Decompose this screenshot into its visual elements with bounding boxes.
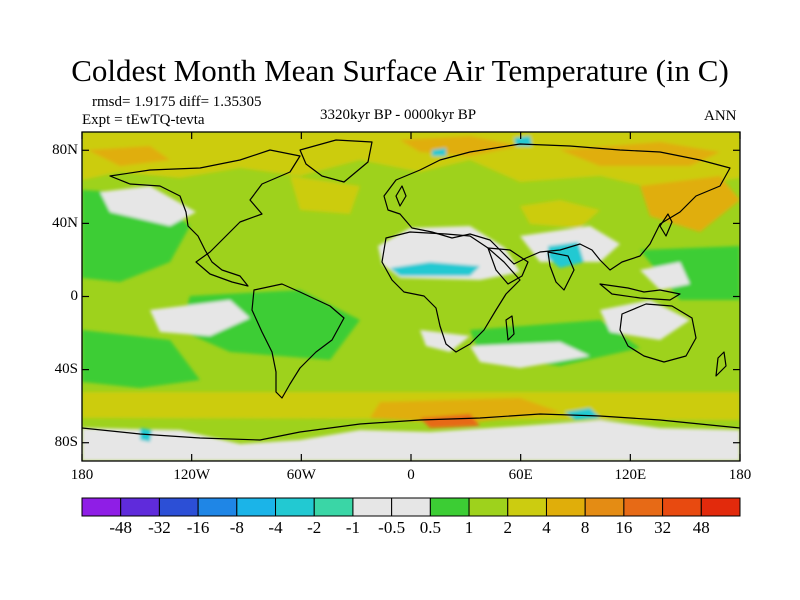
contour-region — [88, 146, 170, 166]
colorbar-label: 48 — [692, 518, 710, 537]
colorbar-swatch — [120, 497, 160, 517]
coastline-uk — [395, 185, 407, 207]
lat-tick-label: 40S — [54, 361, 78, 378]
lon-tick-label: 120E — [614, 467, 647, 483]
contour-region — [432, 148, 446, 156]
colorbar-label: -0.5 — [378, 518, 406, 537]
contour-region — [82, 330, 200, 388]
contour-region — [290, 176, 360, 214]
colorbar-swatch — [700, 497, 741, 517]
contour-region — [390, 262, 480, 276]
colorbar-label: -16 — [186, 518, 210, 537]
colorbar-label: 2 — [503, 518, 513, 537]
lon-tick-label: 60E — [508, 467, 533, 483]
colorbar-label: -1 — [345, 518, 361, 537]
contour-region — [640, 246, 740, 300]
lon-tick-label: 180 — [728, 467, 752, 483]
colorbar-swatch — [313, 497, 354, 517]
coastline-india — [547, 251, 575, 291]
colorbar-swatch — [623, 497, 664, 517]
colorbar-swatch — [545, 497, 586, 517]
colorbar-swatch — [158, 497, 199, 517]
coastlines — [82, 139, 740, 441]
colorbar-swatch — [662, 497, 702, 517]
colorbar-swatch — [468, 497, 509, 517]
contour-region — [100, 186, 196, 226]
lon-tick-label: 0 — [407, 467, 415, 483]
coastline-africa — [381, 231, 521, 353]
coastline-north-america — [109, 149, 301, 287]
coastline-japan — [659, 213, 673, 237]
coastline-arabia — [487, 247, 529, 285]
colorbar-swatch — [391, 497, 431, 517]
contour-region — [600, 300, 690, 340]
map-title: Coldest Month Mean Surface Air Temperatu… — [71, 53, 729, 88]
colorbar-label: 1 — [464, 518, 474, 537]
temperature-field — [82, 132, 740, 461]
colorbar-label: 32 — [654, 518, 672, 537]
coastline-south-america — [251, 283, 345, 399]
coastline-greenland — [299, 139, 373, 183]
colorbar-label: 0.5 — [419, 518, 441, 537]
lon-tick-label: 180 — [70, 467, 94, 483]
colorbar-label: -48 — [109, 518, 133, 537]
lat-tick-label: 80S — [54, 434, 78, 451]
colorbar-label: -4 — [268, 518, 283, 537]
period-label: 3320kyr BP - 0000kyr BP — [320, 107, 477, 123]
contour-region — [520, 200, 600, 228]
colorbar-swatch — [507, 497, 547, 517]
colorbar-swatch — [236, 497, 277, 517]
contour-region — [420, 414, 480, 428]
colorbar-swatch — [429, 497, 470, 517]
lon-tick-label: 120W — [173, 467, 210, 483]
colorbar-label: 4 — [542, 518, 551, 537]
contour-region — [565, 408, 600, 420]
axis-ticks — [81, 132, 741, 461]
experiment-line: Expt = tEwTQ-tevta — [82, 112, 205, 128]
contour-region — [400, 136, 520, 156]
coastline-madagascar — [505, 315, 515, 341]
colorbar-swatch — [81, 497, 122, 517]
colorbar — [81, 497, 741, 517]
stats-line: rmsd= 1.9175 diff= 1.35305 — [92, 94, 262, 110]
coastline-australia — [619, 303, 697, 363]
coastline-new-zealand — [715, 351, 727, 377]
contour-region — [150, 300, 250, 336]
lat-tick-label: 40N — [52, 214, 78, 231]
colorbar-swatch — [197, 497, 238, 517]
colorbar-label: 16 — [615, 518, 633, 537]
contour-region — [470, 342, 590, 368]
colorbar-label: 8 — [580, 518, 590, 537]
colorbar-label: -2 — [307, 518, 322, 537]
contour-region — [640, 262, 690, 290]
colorbar-swatch — [275, 497, 315, 517]
contour-region — [514, 136, 532, 146]
lat-tick-label: 80N — [52, 141, 78, 158]
colorbar-label: -32 — [148, 518, 171, 537]
season-label: ANN — [704, 108, 737, 124]
lon-tick-label: 60W — [286, 467, 316, 483]
lat-tick-label: 0 — [70, 288, 79, 304]
colorbar-swatch — [352, 497, 393, 517]
coastline-indonesia — [599, 283, 681, 301]
contour-region — [82, 420, 740, 461]
coastline-antarctica — [82, 413, 740, 441]
colorbar-swatch — [584, 497, 625, 517]
colorbar-label: -8 — [229, 518, 244, 537]
contour-region — [370, 398, 560, 424]
